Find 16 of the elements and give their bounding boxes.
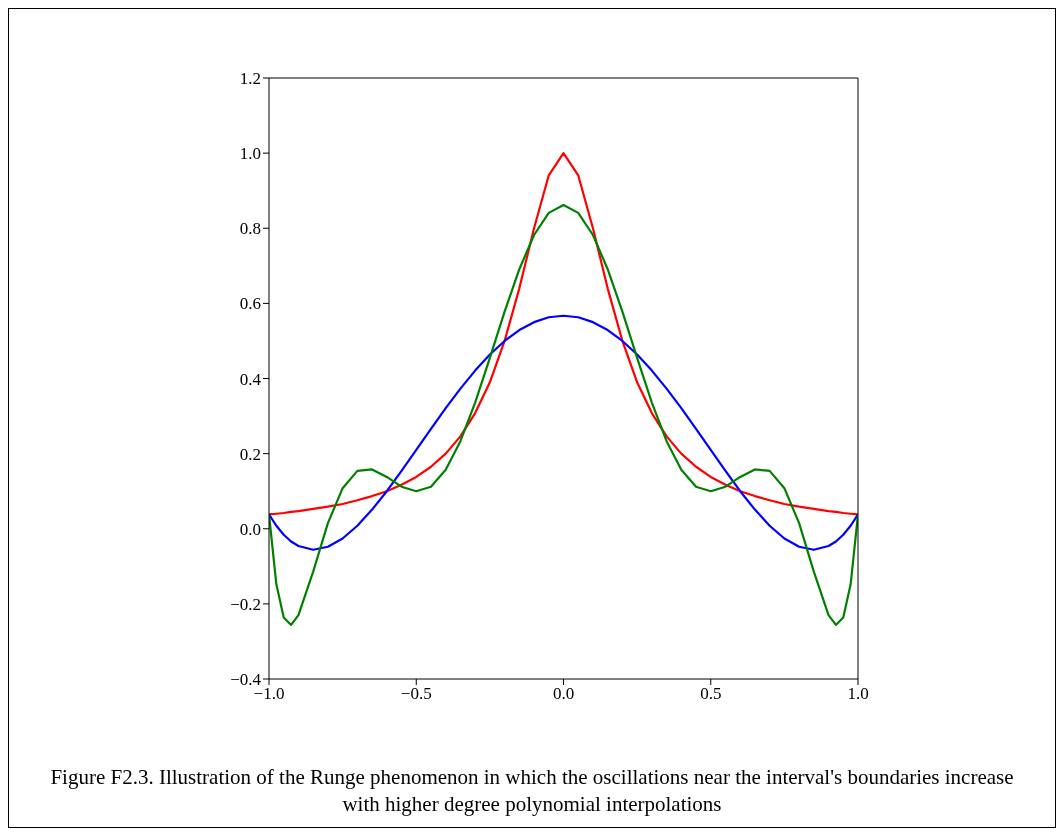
y-tick-label: 0.8: [239, 219, 261, 239]
y-tick-label: −0.2: [230, 594, 261, 614]
line-series: [269, 152, 858, 516]
x-tick-label: 0.0: [552, 684, 575, 704]
line-series: [269, 314, 858, 551]
y-tick-label: 1.2: [239, 69, 261, 89]
y-tick-label: 1.0: [239, 144, 261, 164]
x-tick-label: 0.5: [700, 684, 722, 704]
x-tick-label: −0.5: [400, 684, 432, 704]
caption: Figure F2.3. Illustration of the Runge phenomenon in which the oscillations near the interval's boundaries increase with higher degree polynomial interpolations: [49, 764, 1015, 818]
x-tick-label: 1.0: [847, 684, 869, 704]
line-series: [269, 203, 858, 627]
y-tick-label: 0.2: [239, 444, 261, 464]
y-tick-label: 0.4: [239, 369, 262, 389]
y-tick-label: 0.6: [239, 294, 261, 314]
y-tick-label: 0.0: [239, 519, 261, 539]
